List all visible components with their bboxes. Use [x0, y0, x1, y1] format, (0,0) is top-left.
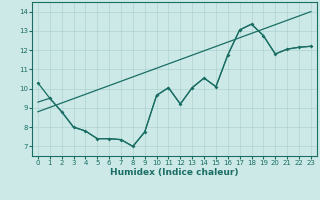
- X-axis label: Humidex (Indice chaleur): Humidex (Indice chaleur): [110, 168, 239, 177]
